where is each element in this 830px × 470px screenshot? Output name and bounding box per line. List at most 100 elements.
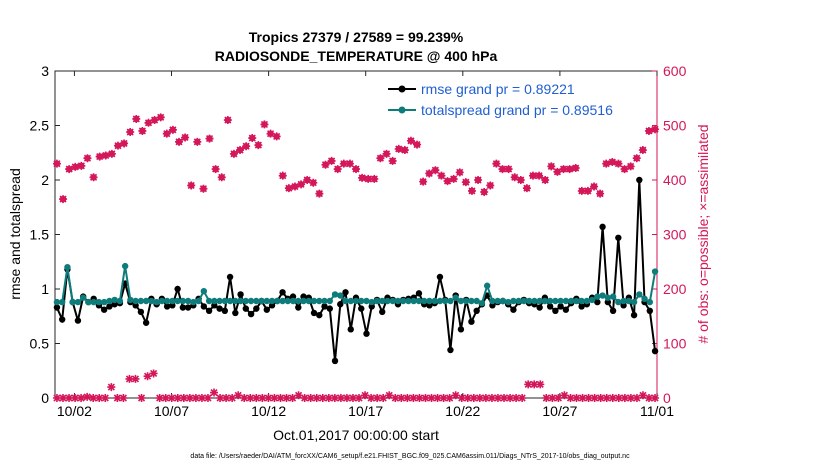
obs-assimilated-point xyxy=(522,184,531,193)
obs-assimilated-point xyxy=(535,171,544,180)
obs-low-point xyxy=(161,394,170,402)
totalspread-point xyxy=(142,297,150,305)
obs-low-point xyxy=(614,394,623,402)
obs-low-point xyxy=(608,394,617,402)
rmse-point xyxy=(205,307,213,314)
totalspread-point xyxy=(179,297,187,305)
rmse-line xyxy=(55,179,657,361)
rmse-point xyxy=(337,301,344,308)
obs-low-point xyxy=(385,391,394,400)
totalspread-point xyxy=(489,297,496,305)
rmse-point xyxy=(630,311,638,319)
obs-assimilated-point xyxy=(242,142,251,151)
obs-low-point xyxy=(240,394,249,402)
obs-assimilated-point xyxy=(590,182,599,191)
obs-low-point xyxy=(560,391,569,400)
obs-low-point xyxy=(71,394,80,402)
totalspread-point xyxy=(127,296,134,304)
rmse-point xyxy=(184,304,192,311)
totalspread-point xyxy=(289,297,297,305)
totalspread-point xyxy=(630,298,638,306)
totalspread-point xyxy=(504,298,512,306)
totalspread-point xyxy=(567,297,575,305)
obs-low-point xyxy=(439,394,448,402)
obs-low-point xyxy=(433,394,442,402)
obs-low-point xyxy=(457,394,466,402)
totalspread-point xyxy=(588,296,596,304)
obs-assimilated-point xyxy=(284,184,293,193)
rmse-point xyxy=(342,289,349,296)
obs-low-point xyxy=(518,394,527,402)
rmse-point xyxy=(562,306,570,313)
totalspread-point xyxy=(190,298,197,306)
totalspread-point xyxy=(426,297,433,305)
totalspread-point xyxy=(384,297,391,305)
obs-low-point xyxy=(203,394,212,402)
totalspread-point xyxy=(221,297,229,305)
obs-assimilated-point xyxy=(632,154,641,163)
obs-low-point xyxy=(469,394,478,402)
obs-low-point xyxy=(409,394,418,402)
totalspread-point xyxy=(342,297,349,305)
totalspread-point xyxy=(137,297,145,305)
obs-assimilated-point xyxy=(59,195,68,204)
obs-low-point xyxy=(324,394,333,402)
totalspread-point xyxy=(452,294,459,301)
totalspread-point xyxy=(132,297,139,305)
totalspread-point xyxy=(651,268,659,275)
rmse-point xyxy=(163,303,171,310)
totalspread-point xyxy=(447,297,454,305)
obs-assimilated-point xyxy=(217,173,226,182)
obs-low-point xyxy=(143,372,152,381)
obs-assimilated-point xyxy=(150,116,159,125)
obs-assimilated-point xyxy=(162,129,171,138)
obs-assimilated-point xyxy=(651,125,660,134)
obs-assimilated-point xyxy=(321,160,330,169)
rmse-point xyxy=(53,304,61,311)
obs-low-point xyxy=(137,394,146,402)
obs-low-point xyxy=(113,394,122,402)
obs-assimilated-point xyxy=(77,161,86,170)
chart-title-line1: Tropics 27379 / 27589 = 99.239% xyxy=(249,29,464,45)
rmse-point xyxy=(253,305,260,312)
y-tick-label-right: 100 xyxy=(663,336,687,352)
obs-assimilated-point xyxy=(65,165,74,174)
y-tick-label-left: 1.5 xyxy=(30,227,50,243)
obs-assimilated-point xyxy=(236,146,245,155)
obs-assimilated-point xyxy=(528,171,537,180)
legend: rmse grand pr = 0.89221 totalspread gran… xyxy=(382,77,652,120)
obs-low-point xyxy=(421,394,430,402)
obs-assimilated-point xyxy=(132,114,141,123)
totalspread-point xyxy=(169,297,176,305)
totalspread-point xyxy=(232,297,239,305)
obs-assimilated-point xyxy=(455,168,464,177)
obs-assimilated-point xyxy=(559,165,568,174)
rmse-point xyxy=(536,304,543,311)
legend-spread-marker xyxy=(398,106,406,114)
obs-assimilated-point xyxy=(474,176,483,184)
totalspread-point xyxy=(379,297,386,305)
obs-assimilated-point xyxy=(577,186,586,195)
x-tick-label: 10/02 xyxy=(57,403,92,419)
obs-low-point xyxy=(167,394,176,402)
obs-assimilated-point xyxy=(620,165,629,174)
obs-low-point xyxy=(191,394,200,402)
x-tick-label: 10/12 xyxy=(251,403,286,419)
totalspread-point xyxy=(552,297,559,305)
obs-low-point xyxy=(300,394,309,402)
y-axis-right-label: # of obs: o=possible; ×=assimilated xyxy=(695,124,711,343)
obs-assimilated-point xyxy=(297,180,306,189)
y-tick-label-left: 1 xyxy=(41,281,49,297)
totalspread-point xyxy=(95,298,103,306)
totalspread-point xyxy=(478,299,486,307)
obs-assimilated-point xyxy=(516,176,525,184)
x-tick-label: 11/01 xyxy=(640,403,674,419)
obs-low-point xyxy=(228,394,237,402)
obs-low-point xyxy=(258,394,267,402)
obs-assimilated-point xyxy=(431,166,440,175)
obs-low-point xyxy=(83,392,92,401)
obs-low-point xyxy=(554,394,563,402)
totalspread-point xyxy=(389,297,396,305)
obs-low-point xyxy=(222,394,231,402)
rmse-point xyxy=(557,303,564,310)
